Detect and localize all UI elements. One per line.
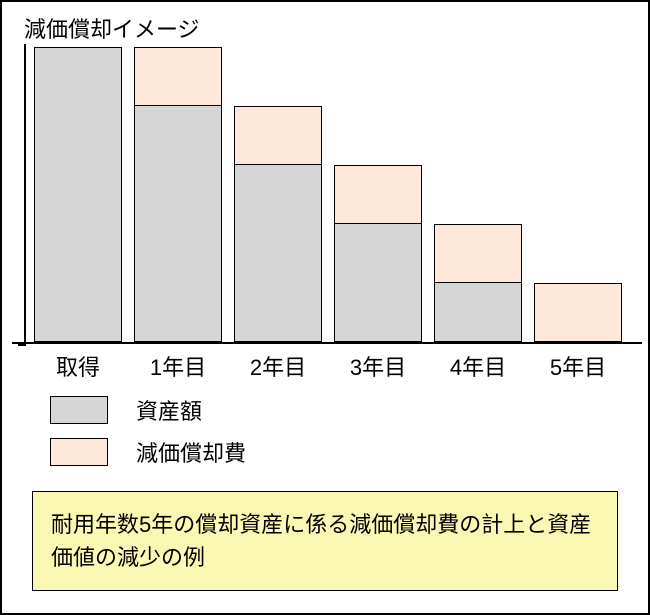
- bar-seg-asset: [134, 106, 222, 342]
- bar: [434, 224, 522, 342]
- x-axis: [12, 342, 642, 344]
- caption-text: 耐用年数5年の償却資産に係る減価償却費の計上と資産価値の減少の例: [51, 512, 591, 570]
- bar-seg-asset: [34, 47, 122, 342]
- x-axis-label: 2年目: [234, 350, 322, 382]
- chart-container: 減価償却イメージ 取得 1年目 2年目 3年目 4年目 5年目 資産額減価償却費 耐用年数…: [0, 0, 650, 615]
- legend-item: 資産額: [50, 394, 246, 426]
- legend-swatch: [50, 396, 108, 424]
- bar-seg-asset: [334, 224, 422, 342]
- x-axis-label: 3年目: [334, 350, 422, 382]
- y-axis-tick: [18, 344, 26, 346]
- chart-title: 減価償却イメージ: [24, 12, 200, 44]
- bar: [534, 283, 622, 342]
- chart-area: [24, 44, 630, 344]
- bar-seg-depreciation: [134, 47, 222, 106]
- x-axis-label: 5年目: [534, 350, 622, 382]
- legend: 資産額減価償却費: [50, 394, 246, 478]
- caption-box: 耐用年数5年の償却資産に係る減価償却費の計上と資産価値の減少の例: [32, 491, 618, 591]
- x-axis-labels: 取得 1年目 2年目 3年目 4年目 5年目: [34, 350, 630, 382]
- legend-swatch: [50, 438, 108, 466]
- x-axis-label: 4年目: [434, 350, 522, 382]
- bars-group: [34, 47, 630, 342]
- x-axis-label: 取得: [34, 350, 122, 382]
- bar-seg-depreciation: [234, 106, 322, 165]
- y-axis: [24, 44, 26, 344]
- legend-item: 減価償却費: [50, 436, 246, 468]
- bar: [34, 47, 122, 342]
- bar-seg-depreciation: [434, 224, 522, 283]
- bar: [134, 47, 222, 342]
- bar: [334, 165, 422, 342]
- x-axis-label: 1年目: [134, 350, 222, 382]
- bar-seg-asset: [434, 283, 522, 342]
- bar: [234, 106, 322, 342]
- bar-seg-depreciation: [334, 165, 422, 224]
- legend-label: 資産額: [136, 394, 202, 426]
- bar-seg-depreciation: [534, 283, 622, 342]
- legend-label: 減価償却費: [136, 436, 246, 468]
- bar-seg-asset: [234, 165, 322, 342]
